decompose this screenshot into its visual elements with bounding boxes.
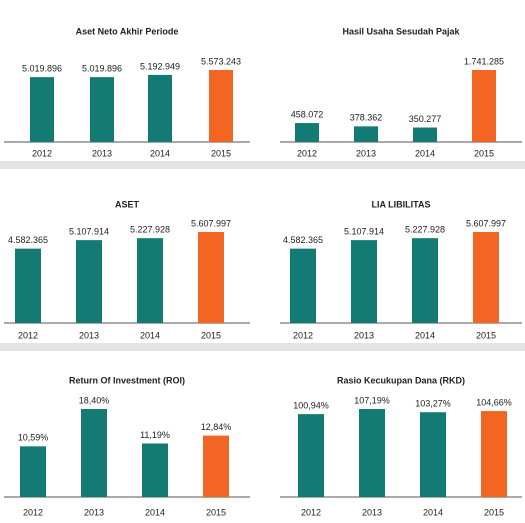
x-tick-label: 2013 (362, 507, 382, 517)
x-tick-label: 2015 (474, 148, 494, 158)
bar (295, 123, 319, 142)
bar (198, 232, 224, 323)
bar (20, 446, 46, 497)
value-label: 5.107.914 (69, 226, 109, 236)
separator (0, 161, 525, 169)
x-tick-label: 2012 (23, 507, 43, 517)
value-label: 378.362 (350, 113, 383, 123)
bar (81, 409, 107, 497)
bar (90, 77, 114, 142)
value-label: 5.573.243 (201, 56, 241, 66)
value-label: 100,94% (293, 401, 329, 411)
bar (473, 232, 499, 323)
bar (412, 238, 438, 323)
separator (0, 343, 525, 351)
x-tick-label: 2013 (84, 507, 104, 517)
x-tick-label: 2014 (415, 330, 435, 340)
x-tick-label: 2012 (297, 148, 317, 158)
chart-title: Return Of Investment (ROI) (69, 375, 185, 385)
value-label: 10,59% (18, 433, 49, 443)
bar (148, 74, 172, 142)
bar (142, 443, 168, 497)
chart-title: ASET (115, 199, 140, 209)
bar (137, 238, 163, 323)
value-label: 5.227.928 (130, 225, 170, 235)
value-label: 1.741.285 (464, 56, 504, 66)
x-tick-label: 2014 (415, 148, 435, 158)
bar (298, 414, 324, 497)
bar (209, 70, 233, 142)
x-tick-label: 2012 (301, 507, 321, 517)
bar (472, 70, 496, 142)
x-tick-label: 2015 (206, 507, 226, 517)
x-tick-label: 2014 (140, 330, 160, 340)
x-tick-label: 2015 (201, 330, 221, 340)
bar (481, 411, 507, 497)
x-tick-label: 2013 (92, 148, 112, 158)
value-label: 5.227.928 (405, 225, 445, 235)
bar (15, 248, 41, 323)
x-tick-label: 2015 (476, 330, 496, 340)
chart-title: LIA LIBILITAS (372, 199, 431, 209)
x-tick-label: 2012 (293, 330, 313, 340)
bar (203, 435, 229, 497)
x-tick-label: 2014 (145, 507, 165, 517)
value-label: 4.582.365 (283, 235, 323, 245)
bar (420, 412, 446, 497)
x-tick-label: 2013 (356, 148, 376, 158)
x-tick-label: 2013 (354, 330, 374, 340)
value-label: 5.019.896 (22, 64, 62, 74)
x-tick-label: 2014 (150, 148, 170, 158)
chart-title: Rasio Kecukupan Dana (RKD) (337, 375, 465, 385)
value-label: 5.607.997 (466, 218, 506, 228)
x-tick-label: 2014 (423, 507, 443, 517)
x-tick-label: 2012 (18, 330, 38, 340)
bar (351, 240, 377, 323)
value-label: 350.277 (409, 114, 442, 124)
x-tick-label: 2015 (484, 507, 504, 517)
value-label: 103,27% (415, 399, 451, 409)
x-tick-label: 2015 (211, 148, 231, 158)
value-label: 11,19% (140, 430, 170, 440)
x-tick-label: 2013 (79, 330, 99, 340)
value-label: 5.019.896 (82, 64, 122, 74)
value-label: 5.107.914 (344, 226, 384, 236)
value-label: 5.607.997 (191, 218, 231, 228)
value-label: 4.582.365 (8, 235, 48, 245)
value-label: 5.192.949 (140, 61, 180, 71)
chart-title: Hasil Usaha Sesudah Pajak (342, 26, 460, 36)
value-label: 107,19% (354, 395, 390, 405)
value-label: 104,66% (476, 397, 512, 407)
bar (359, 409, 385, 497)
bar (413, 127, 437, 142)
value-label: 18,40% (79, 395, 110, 405)
bar (30, 77, 54, 142)
bar (354, 126, 378, 142)
value-label: 458.072 (291, 109, 324, 119)
bar (290, 248, 316, 323)
bar (76, 240, 102, 323)
chart-title: Aset Neto Akhir Periode (76, 26, 179, 36)
x-tick-label: 2012 (32, 148, 52, 158)
value-label: 12,84% (201, 422, 232, 432)
